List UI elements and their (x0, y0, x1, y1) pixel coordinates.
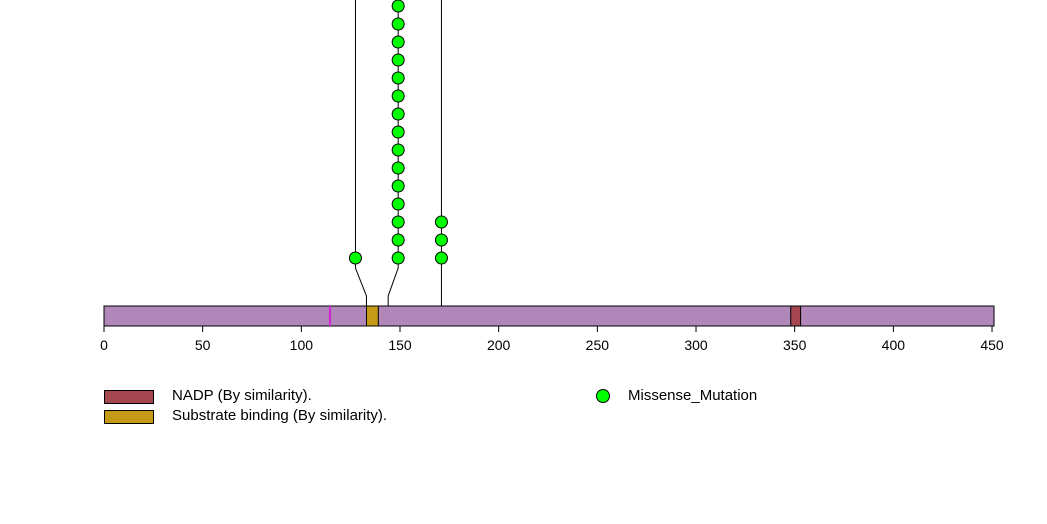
mutation-point-144-2 (391, 215, 405, 229)
mutation-point-144-1 (391, 233, 405, 247)
site-marker-0 (328, 306, 331, 326)
protein-track (103, 305, 995, 327)
legend-label-substrate-binding: Substrate binding (By similarity). (172, 407, 388, 424)
mutation-point-144-7 (391, 125, 405, 139)
mutation-point-171-0 (434, 251, 448, 265)
mutation-point-144-9 (391, 89, 405, 103)
mutation-point-171-2 (434, 215, 448, 229)
x-tick-label-200: 200 (487, 337, 511, 353)
x-tick-label-400: 400 (882, 337, 906, 353)
mutation-point-144-10 (391, 71, 405, 85)
x-tick-label-450: 450 (980, 337, 1004, 353)
mutation-point-144-5 (391, 161, 405, 175)
mutation-point-144-6 (391, 143, 405, 157)
legend-missense-icon (596, 389, 610, 403)
legend-swatch-substrate-binding (104, 410, 154, 424)
mutation-stem-0 (354, 0, 367, 306)
x-tick-label-300: 300 (684, 337, 708, 353)
mutation-point-144-14 (391, 0, 405, 13)
mutation-point-144-3 (391, 197, 405, 211)
mutation-point-144-4 (391, 179, 405, 193)
mutation-point-133-0 (348, 251, 362, 265)
mutation-point-144-0 (391, 251, 405, 265)
legend-label-missense: Missense_Mutation (628, 387, 758, 404)
x-axis: 0 50 100 150 200 250 300 350 400 450 (100, 326, 1004, 353)
protein-bar (103, 305, 995, 327)
x-tick-label-150: 150 (388, 337, 412, 353)
domain-region-0 (790, 305, 802, 327)
mutation-point-144-8 (391, 107, 405, 121)
mutation-markers (348, 0, 448, 265)
legend-label-nadp: NADP (By similarity). (172, 387, 312, 404)
legend-swatch-nadp (104, 390, 154, 404)
x-tick-label-100: 100 (290, 337, 314, 353)
x-tick-label-50: 50 (195, 337, 211, 353)
mutation-point-144-13 (391, 17, 405, 31)
mutation-point-144-11 (391, 53, 405, 67)
x-tick-label-250: 250 (586, 337, 610, 353)
mutation-point-171-1 (434, 233, 448, 247)
domain-region-1 (365, 305, 379, 327)
x-tick-label-0: 0 (100, 337, 108, 353)
x-tick-label-350: 350 (783, 337, 807, 353)
mutation-point-144-12 (391, 35, 405, 49)
